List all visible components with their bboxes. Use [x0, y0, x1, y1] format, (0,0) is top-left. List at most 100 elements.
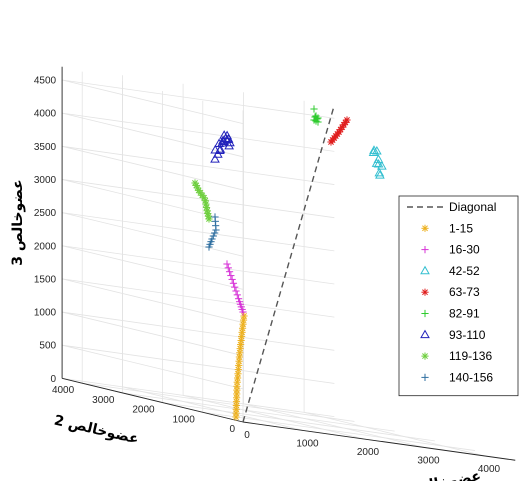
left-wall-gridline-z — [62, 344, 244, 390]
series-140-156 — [205, 213, 220, 251]
floor-gridline-x — [183, 394, 365, 440]
left-wall-gridline-z — [62, 245, 244, 290]
data-point — [220, 133, 231, 142]
legend-marker — [420, 265, 430, 275]
data-points — [191, 105, 387, 421]
z-tick-label: 2000 — [34, 241, 57, 252]
z-tick-label: 0 — [51, 374, 57, 385]
y-tick-label: 4000 — [52, 385, 75, 396]
data-point — [218, 135, 228, 145]
series-1-15 — [232, 312, 248, 421]
data-point — [222, 134, 232, 144]
back-wall-gridline-z — [62, 377, 335, 417]
data-point — [341, 118, 349, 126]
left-wall-gridline-z — [62, 145, 244, 191]
x-tick-label: 2000 — [357, 447, 380, 458]
back-wall-gridline-z — [62, 179, 335, 219]
legend-marker — [421, 373, 429, 381]
legend-label: 16-30 — [449, 243, 480, 257]
data-point — [227, 271, 235, 280]
data-point — [215, 144, 226, 153]
z-axis-label: عضوخالص 3 — [10, 179, 26, 265]
legend-label: 93-110 — [449, 328, 486, 342]
data-point — [337, 126, 345, 134]
data-point — [208, 235, 216, 243]
legend-label: 1-15 — [449, 221, 473, 235]
data-point — [374, 167, 385, 177]
series-16-30 — [223, 260, 247, 316]
x-tick-label: 3000 — [417, 456, 440, 467]
data-point — [223, 260, 231, 268]
z-tick-label: 1000 — [34, 308, 57, 319]
x-tick-label: 4000 — [478, 464, 501, 475]
data-point — [368, 147, 379, 156]
data-point — [377, 160, 387, 170]
z-tick-label: 3500 — [34, 142, 57, 153]
data-point — [310, 116, 318, 124]
z-tick-label: 1500 — [34, 274, 57, 285]
legend-marker — [421, 288, 429, 296]
diagonal-series-line — [242, 104, 336, 423]
floor-gridline-x — [304, 411, 486, 457]
data-point — [229, 279, 238, 287]
z-tick-label: 3000 — [34, 175, 57, 186]
data-point — [343, 116, 351, 124]
y-tick-label: 3000 — [92, 395, 115, 406]
back-wall-gridline-z — [62, 278, 335, 318]
data-point — [210, 153, 220, 163]
x-axis-label: عضوخالص 1 — [394, 468, 482, 481]
data-point — [205, 215, 213, 223]
data-point — [375, 170, 385, 179]
data-point — [225, 268, 234, 276]
back-wall-gridline-z — [62, 112, 335, 152]
left-wall-gridline-z — [62, 212, 244, 257]
series-63-73 — [327, 116, 351, 146]
left-wall-gridline-z — [62, 311, 244, 357]
z-tick-label: 2500 — [34, 208, 57, 219]
back-wall-gridline-z — [62, 79, 335, 119]
legend-marker — [421, 246, 429, 254]
data-point — [240, 312, 248, 320]
back-wall-gridline-z — [62, 344, 335, 384]
data-point — [312, 112, 320, 120]
floor-gridline-y — [202, 411, 476, 451]
legend-label: Diagonal — [449, 200, 496, 214]
data-point — [233, 291, 241, 299]
data-point — [310, 105, 318, 113]
z-tick-label: 4500 — [34, 76, 57, 87]
legend-label: 42-52 — [449, 264, 480, 278]
back-wall-gridline-z — [62, 145, 335, 185]
series-93-110 — [210, 130, 235, 163]
legend-box — [398, 195, 519, 397]
back-wall-gridline-z — [62, 212, 335, 252]
data-point — [314, 118, 322, 126]
data-point — [232, 287, 240, 295]
data-point — [231, 283, 239, 291]
z-tick-label: 4000 — [34, 109, 57, 120]
legend-marker — [421, 309, 429, 318]
data-point — [211, 213, 219, 221]
z-tick-label: 500 — [39, 341, 56, 352]
data-point — [239, 308, 247, 316]
legend-label: 140-156 — [449, 370, 493, 384]
data-point — [371, 158, 382, 167]
left-wall-gridline-z — [62, 278, 244, 323]
legend-label: 63-73 — [449, 285, 480, 299]
data-point — [224, 264, 232, 272]
data-point — [225, 137, 235, 147]
x-axis-line — [242, 421, 516, 461]
series-119-136 — [191, 179, 213, 223]
data-point — [224, 140, 234, 150]
y-tick-label: 2000 — [132, 405, 155, 416]
floor-gridline-x — [122, 386, 304, 431]
x-tick-label: 0 — [244, 430, 250, 441]
data-point — [369, 145, 379, 154]
data-point — [234, 295, 243, 303]
back-wall-gridline-z — [62, 245, 335, 285]
x-tick-label: 1000 — [296, 439, 319, 450]
diagonal-line — [242, 104, 336, 423]
data-point — [211, 229, 219, 237]
data-point — [210, 144, 221, 154]
floor-gridline-x — [243, 403, 425, 448]
